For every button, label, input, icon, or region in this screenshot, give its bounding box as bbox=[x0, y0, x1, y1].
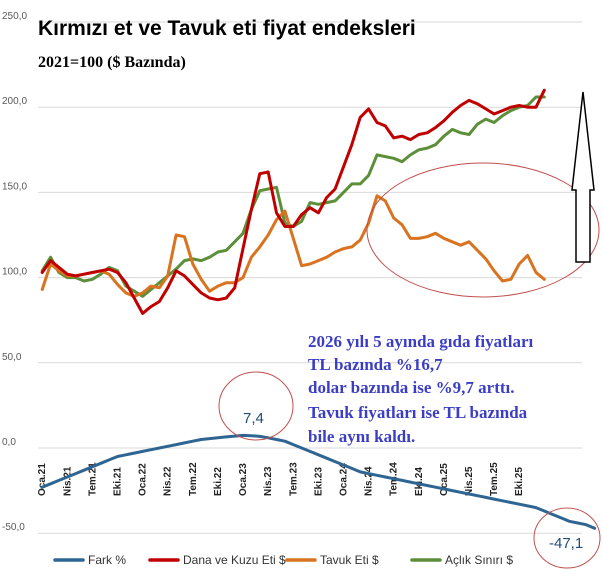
legend-label: Tavuk Eti $ bbox=[320, 553, 379, 567]
gridlines bbox=[38, 21, 582, 534]
y-tick-label: 250,0 bbox=[2, 11, 27, 22]
x-tick-label: Nis.25 bbox=[464, 466, 475, 496]
legend: Fark % Dana ve Kuzu Eti $ Tavuk Eti $ Açlık… bbox=[53, 553, 513, 567]
x-tick-label: Eki.25 bbox=[514, 467, 525, 496]
series-line-1 bbox=[40, 88, 546, 315]
annotation-note: 2026 yılı 5 ayında gıda fiyatları TL baz… bbox=[308, 332, 534, 446]
x-tick-label: Nis.24 bbox=[364, 466, 375, 496]
y-tick-label: 200,0 bbox=[2, 96, 27, 107]
legend-label: Açlık Sınırı $ bbox=[445, 553, 513, 567]
x-tick-label: Tem.21 bbox=[87, 462, 98, 496]
x-tick-label: Tem.25 bbox=[489, 462, 500, 496]
legend-label: Dana ve Kuzu Eti $ bbox=[183, 553, 286, 567]
note-line-5: bile aynı kaldı. bbox=[308, 427, 415, 446]
legend-label: Fark % bbox=[88, 553, 126, 567]
peak-data-label: 7,4 bbox=[243, 410, 264, 427]
x-tick-label: Oca.24 bbox=[338, 463, 349, 496]
x-tick-label: Tem.22 bbox=[188, 462, 199, 496]
x-tick-label: Eki.21 bbox=[113, 467, 124, 496]
x-axis-ticks: Oca.21 Nis.21 Tem.21 Eki.21 Oca.22 Nis.22 Tem.… bbox=[37, 462, 525, 496]
x-tick-label: Oca.21 bbox=[37, 463, 48, 496]
y-tick-label: -50,0 bbox=[2, 522, 25, 533]
series-line-0 bbox=[40, 433, 597, 530]
x-tick-label: Eki.24 bbox=[414, 467, 425, 496]
x-tick-label: Eki.22 bbox=[213, 467, 224, 496]
note-line-4: Tavuk fiyatları ise TL bazında bbox=[308, 403, 528, 422]
chart-subtitle: 2021=100 ($ Bazında) bbox=[38, 54, 186, 71]
y-axis-ticks: 250,0 200,0 150,0 100,0 50,0 0,0 -50,0 bbox=[2, 11, 27, 533]
x-tick-label: Tem.23 bbox=[288, 462, 299, 496]
x-tick-label: Oca.22 bbox=[138, 463, 149, 496]
x-tick-label: Oca.25 bbox=[439, 463, 450, 496]
peak-highlight-ellipse bbox=[218, 371, 294, 441]
end-highlight-ellipse bbox=[533, 507, 601, 569]
y-tick-label: 50,0 bbox=[2, 352, 22, 363]
x-tick-label: Nis.21 bbox=[62, 466, 73, 496]
x-tick-label: Eki.23 bbox=[313, 467, 324, 496]
x-tick-label: Nis.23 bbox=[263, 466, 274, 496]
x-tick-label: Nis.22 bbox=[163, 466, 174, 496]
series-lines bbox=[40, 88, 597, 530]
y-tick-label: 0,0 bbox=[2, 437, 16, 448]
chart-title: Kırmızı et ve Tavuk eti fiyat endeksleri bbox=[38, 17, 416, 40]
note-line-3: dolar bazında ise %9,7 arttı. bbox=[308, 378, 515, 397]
note-line-1: 2026 yılı 5 ayında gıda fiyatları bbox=[308, 332, 534, 351]
series-line-2 bbox=[40, 194, 546, 298]
note-line-2: TL bazında %16,7 bbox=[308, 355, 443, 374]
up-arrow-icon bbox=[571, 91, 595, 263]
y-tick-label: 100,0 bbox=[2, 267, 27, 278]
chicken-highlight-ellipse bbox=[366, 162, 600, 298]
end-data-label: -47,1 bbox=[549, 535, 583, 552]
x-tick-label: Oca.23 bbox=[238, 463, 249, 496]
y-tick-label: 150,0 bbox=[2, 181, 27, 192]
